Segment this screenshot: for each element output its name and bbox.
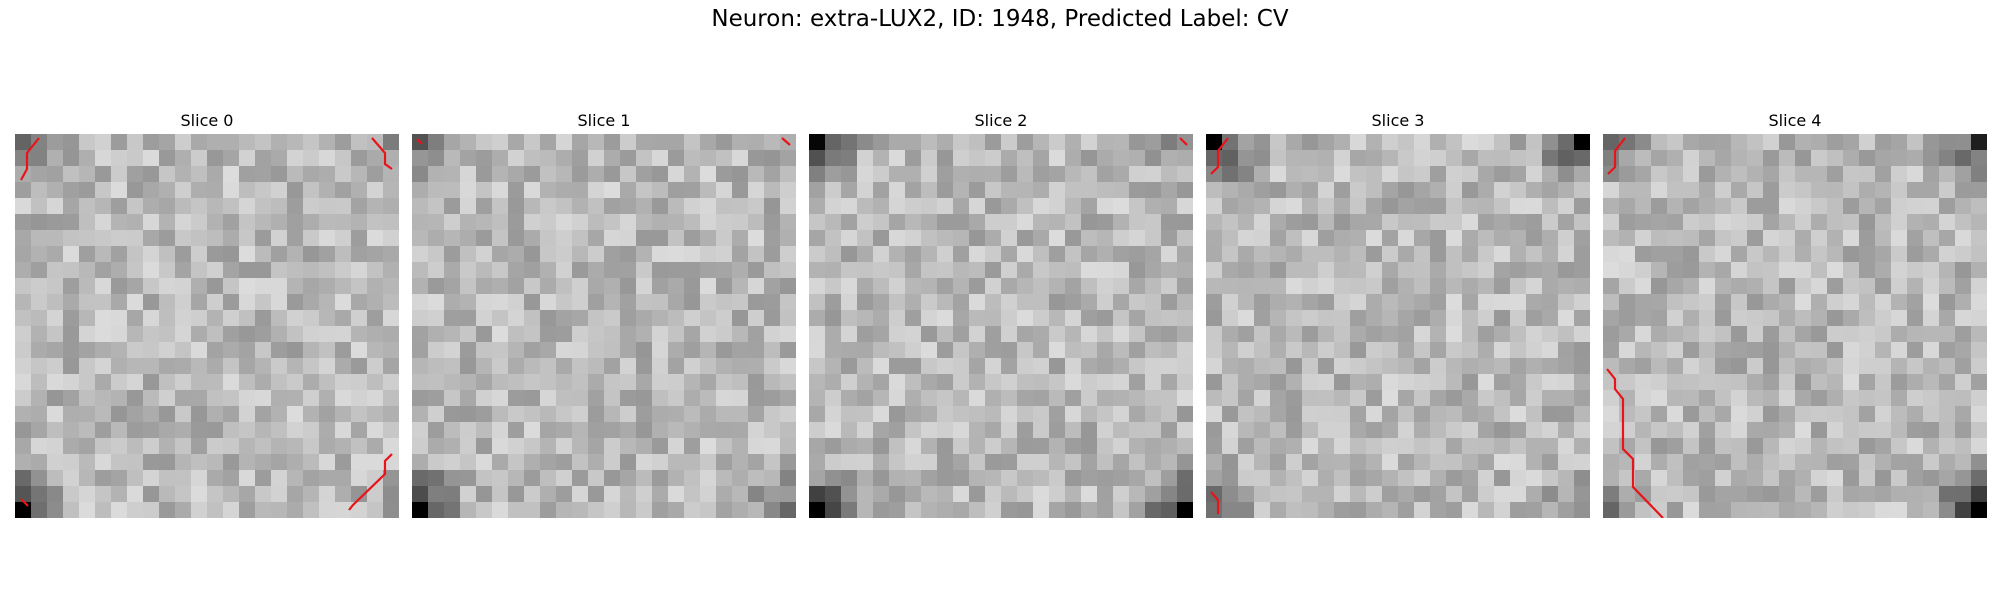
contour-line	[371, 137, 393, 170]
slice-image	[809, 134, 1193, 518]
contour-line	[1179, 137, 1188, 146]
slice-image	[1603, 134, 1987, 518]
slice-image	[1206, 134, 1590, 518]
slice-title: Slice 1	[577, 111, 631, 130]
slice-panel-2: Slice 2	[809, 110, 1193, 518]
slice-title: Slice 0	[180, 111, 234, 130]
contour-line	[1210, 137, 1229, 175]
slice-panel-0: Slice 0	[15, 110, 399, 518]
contour-line	[416, 138, 423, 145]
slice-title: Slice 3	[1371, 111, 1425, 130]
slice-panel-3: Slice 3	[1206, 110, 1590, 518]
contour-line	[1210, 491, 1220, 514]
slice-title: Slice 2	[974, 111, 1028, 130]
slice-title: Slice 4	[1768, 111, 1822, 130]
slice-image	[15, 134, 399, 518]
contour-line	[20, 137, 40, 181]
contour-line	[348, 453, 393, 511]
slice-panel-4: Slice 4	[1603, 110, 1987, 518]
figure-title: Neuron: extra-LUX2, ID: 1948, Predicted …	[711, 6, 1289, 32]
contour-line	[20, 498, 29, 507]
contour-line	[781, 137, 791, 146]
slice-panel-1: Slice 1	[412, 110, 796, 518]
contour-line	[1606, 368, 1664, 518]
contour-line	[1607, 137, 1626, 175]
slice-image	[412, 134, 796, 518]
